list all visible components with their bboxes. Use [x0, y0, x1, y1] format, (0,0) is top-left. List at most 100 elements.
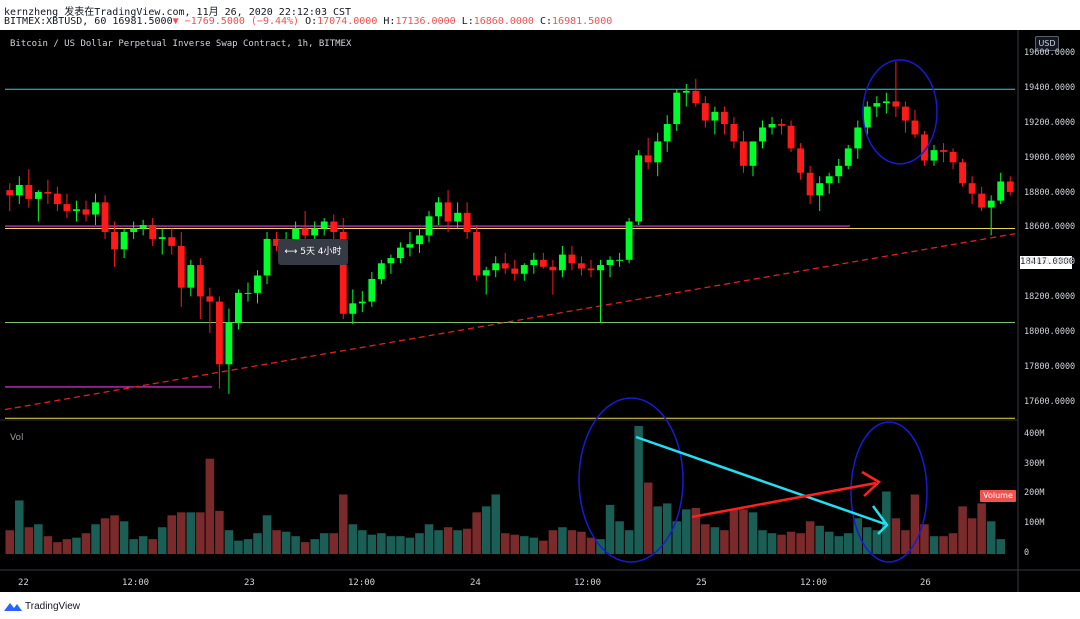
candle-body	[15, 184, 23, 196]
volume-bar	[43, 536, 53, 555]
volume-bar	[777, 534, 786, 555]
volume-bar	[739, 509, 748, 555]
candle-body	[549, 266, 557, 271]
candle-body	[539, 259, 547, 267]
footer[interactable]: TradingView	[4, 597, 80, 615]
time-tick-label: 12:00	[574, 578, 602, 588]
candle-body	[187, 265, 195, 288]
candle-body	[435, 202, 442, 217]
volume-bar	[24, 527, 34, 555]
volume-bar	[986, 521, 996, 555]
volume-bar	[939, 536, 948, 555]
candle-body	[711, 111, 719, 121]
candle-body	[1006, 181, 1014, 192]
candle-body	[158, 237, 166, 239]
volume-bar	[548, 530, 558, 555]
candle-body	[215, 301, 223, 365]
price-tick-label: 17600.0000	[1024, 396, 1076, 407]
candle-body	[101, 202, 109, 232]
candle-body	[73, 209, 80, 212]
time-tick-label: 12:00	[348, 578, 376, 588]
volume-bar	[529, 537, 539, 555]
price-tick-label: 19600.0000	[1024, 48, 1076, 59]
volume-bar	[453, 530, 462, 555]
volume-bar	[701, 524, 710, 555]
volume-bar	[62, 539, 72, 555]
volume-tick-label: 0	[1024, 548, 1030, 559]
volume-bar	[720, 530, 729, 555]
candle-body	[53, 193, 61, 205]
time-tick-label: 25	[696, 578, 707, 588]
candle-body	[673, 92, 681, 125]
candle-body	[273, 238, 280, 246]
volume-bar	[843, 533, 853, 555]
candle-body	[320, 221, 328, 229]
candle-body	[330, 221, 338, 232]
candle-body	[149, 225, 157, 239]
candle-body	[358, 301, 366, 304]
volume-bar	[167, 515, 177, 555]
candle-body	[301, 228, 309, 236]
candle-body	[778, 124, 785, 126]
volume-bar	[405, 537, 415, 555]
volume-bar	[615, 521, 624, 555]
volume-bar	[662, 503, 672, 555]
volume-bar	[643, 482, 653, 555]
candle-body	[501, 263, 509, 269]
volume-bar	[920, 524, 929, 555]
candle-body	[806, 172, 814, 196]
chart-canvas[interactable]	[0, 30, 1080, 592]
volume-bar	[386, 536, 396, 555]
volume-bar	[853, 518, 863, 555]
time-tick-label: 12:00	[800, 578, 828, 588]
volume-bar	[815, 525, 824, 555]
open-value: 17074.0000	[317, 16, 378, 27]
volume-bar	[443, 527, 453, 555]
volume-bar	[291, 536, 300, 555]
time-tick-label: 23	[244, 578, 255, 588]
candle-body	[377, 263, 385, 279]
volume-bar	[682, 509, 691, 555]
volume-bar	[138, 536, 148, 555]
volume-bar	[691, 507, 701, 555]
candle-body	[787, 125, 795, 149]
candle-body	[654, 141, 662, 163]
measure-text: 5天 4小时	[300, 247, 342, 257]
volume-bar	[300, 542, 310, 555]
candle-body	[740, 141, 747, 166]
volume-bar	[520, 536, 529, 555]
volume-bar	[177, 512, 186, 555]
volume-bar	[577, 531, 586, 555]
volume-bar	[348, 524, 358, 555]
candle-body	[396, 247, 404, 259]
volume-bar	[567, 530, 577, 555]
current-price-tag: 18417.0000	[1020, 256, 1075, 269]
candle-body	[225, 322, 233, 365]
candle-body	[568, 254, 576, 264]
price-tick-label: 19200.0000	[1024, 118, 1076, 129]
trend-line	[4, 233, 1016, 411]
candle-body	[663, 124, 671, 142]
chart-area[interactable]: Bitcoin / US Dollar Perpetual Inverse Sw…	[0, 30, 1080, 592]
candle-body	[901, 106, 909, 121]
volume-bar	[624, 530, 634, 555]
candle-body	[749, 141, 757, 166]
candle-body	[530, 259, 538, 266]
candle-body	[797, 148, 805, 173]
candle-body	[454, 212, 462, 222]
chart-title: Bitcoin / US Dollar Perpetual Inverse Sw…	[10, 39, 352, 49]
volume-bar	[929, 536, 939, 555]
candle-body	[720, 111, 728, 125]
candle-body	[34, 191, 42, 199]
time-tick-label: 22	[18, 578, 29, 588]
candle-body	[92, 202, 99, 215]
candle-body	[825, 176, 833, 184]
volume-bar	[472, 512, 481, 555]
candle-body	[63, 204, 71, 212]
currency-button[interactable]: USD	[1035, 36, 1059, 51]
candle-body	[6, 190, 14, 196]
low-value: 16860.0000	[473, 16, 534, 27]
candle-body	[177, 245, 185, 288]
candle-body	[292, 228, 300, 241]
arrow-cyan-head	[871, 505, 889, 535]
